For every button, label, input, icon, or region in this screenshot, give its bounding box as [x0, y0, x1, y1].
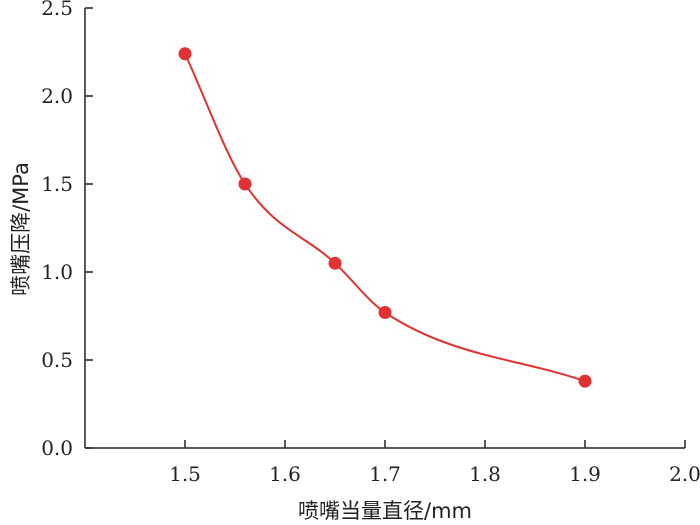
y-tick-label: 0.0: [41, 436, 73, 460]
axes: [84, 8, 685, 449]
data-point: [378, 305, 392, 319]
y-tick-label: 2.0: [41, 84, 73, 108]
series-layer: [178, 47, 592, 388]
x-tick-label: 1.6: [269, 462, 301, 486]
y-tick-label: 1.5: [41, 172, 73, 196]
series-line: [184, 53, 586, 383]
x-tick-label: 1.7: [369, 462, 401, 486]
y-axis-label: 喷嘴压降/MPa: [9, 162, 33, 296]
x-axis-label: 喷嘴当量直径/mm: [298, 499, 472, 523]
data-point: [178, 47, 192, 61]
x-tick-label: 2.0: [669, 462, 700, 486]
x-tick-label: 1.5: [169, 462, 201, 486]
x-tick-label: 1.8: [469, 462, 501, 486]
x-tick-label: 1.9: [569, 462, 601, 486]
data-point: [238, 177, 252, 191]
data-point: [578, 374, 592, 388]
y-tick-label: 0.5: [41, 348, 73, 372]
x-axis-ticks: 1.5 1.6 1.7 1.8 1.9 2.0: [169, 440, 700, 486]
y-axis-ticks: 0.0 0.5 1.0 1.5 2.0 2.5: [41, 0, 93, 460]
data-point: [328, 256, 342, 270]
y-tick-label: 1.0: [41, 260, 73, 284]
y-tick-label: 2.5: [41, 0, 73, 20]
